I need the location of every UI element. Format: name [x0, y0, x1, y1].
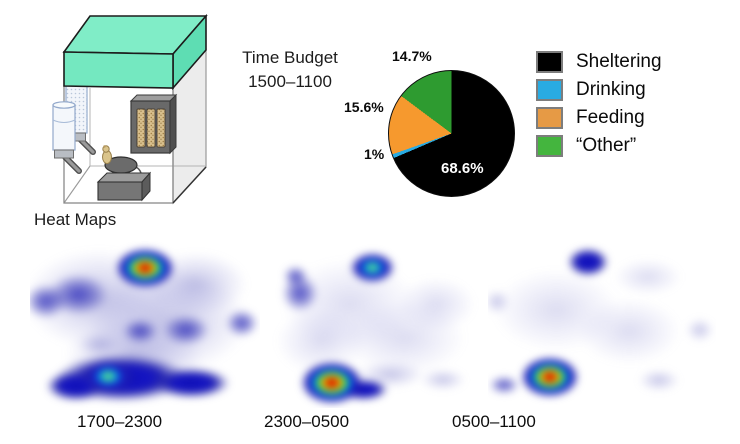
legend-row-other: “Other” — [536, 135, 662, 157]
heatmap-caption-3: 0500–1100 — [452, 412, 536, 431]
other-swatch — [536, 135, 563, 157]
legend-row-drinking: Drinking — [536, 79, 662, 101]
pie-legend: Sheltering Drinking Feeding “Other” — [536, 51, 662, 163]
feeding-swatch — [536, 107, 563, 129]
pie-label-drinking: 1% — [364, 146, 385, 162]
hamster-icon — [102, 145, 112, 164]
legend-label-other: “Other” — [576, 135, 637, 156]
heatmap-caption-2: 2300–0500 — [264, 412, 350, 431]
pie-label-other: 14.7% — [392, 48, 432, 64]
time-budget-title-line2: 1500–1100 — [248, 72, 332, 91]
legend-label-drinking: Drinking — [576, 79, 646, 100]
time-budget-title-line1: Time Budget — [242, 48, 338, 67]
heatmap-1-density — [30, 241, 260, 408]
heatmap-panel-2 — [264, 241, 490, 408]
pie-label-feeding: 15.6% — [344, 99, 384, 115]
heatmap-3-density — [488, 241, 716, 405]
heatmap-caption-1: 1700–2300 — [77, 412, 163, 431]
time-budget-title: Time Budget 1500–1100 — [218, 46, 362, 94]
drinking-swatch — [536, 79, 563, 101]
legend-row-sheltering: Sheltering — [536, 51, 662, 73]
water-bottle-front-icon — [52, 101, 82, 174]
cage-lid-icon — [62, 13, 208, 91]
food-hopper-icon — [129, 93, 178, 155]
heatmap-panel-3 — [488, 241, 716, 405]
sheltering-swatch — [536, 51, 563, 73]
heatmap-2-density — [264, 241, 490, 408]
cage-illustration — [52, 13, 208, 205]
pie-chart — [388, 70, 515, 197]
shelter-box-icon — [96, 171, 152, 202]
pie-label-sheltering: 68.6% — [441, 160, 484, 177]
heatmap-panel-1 — [30, 241, 260, 408]
legend-label-feeding: Feeding — [576, 107, 645, 128]
legend-row-feeding: Feeding — [536, 107, 662, 129]
heat-maps-section-title: Heat Maps — [34, 210, 117, 229]
legend-label-sheltering: Sheltering — [576, 51, 662, 72]
